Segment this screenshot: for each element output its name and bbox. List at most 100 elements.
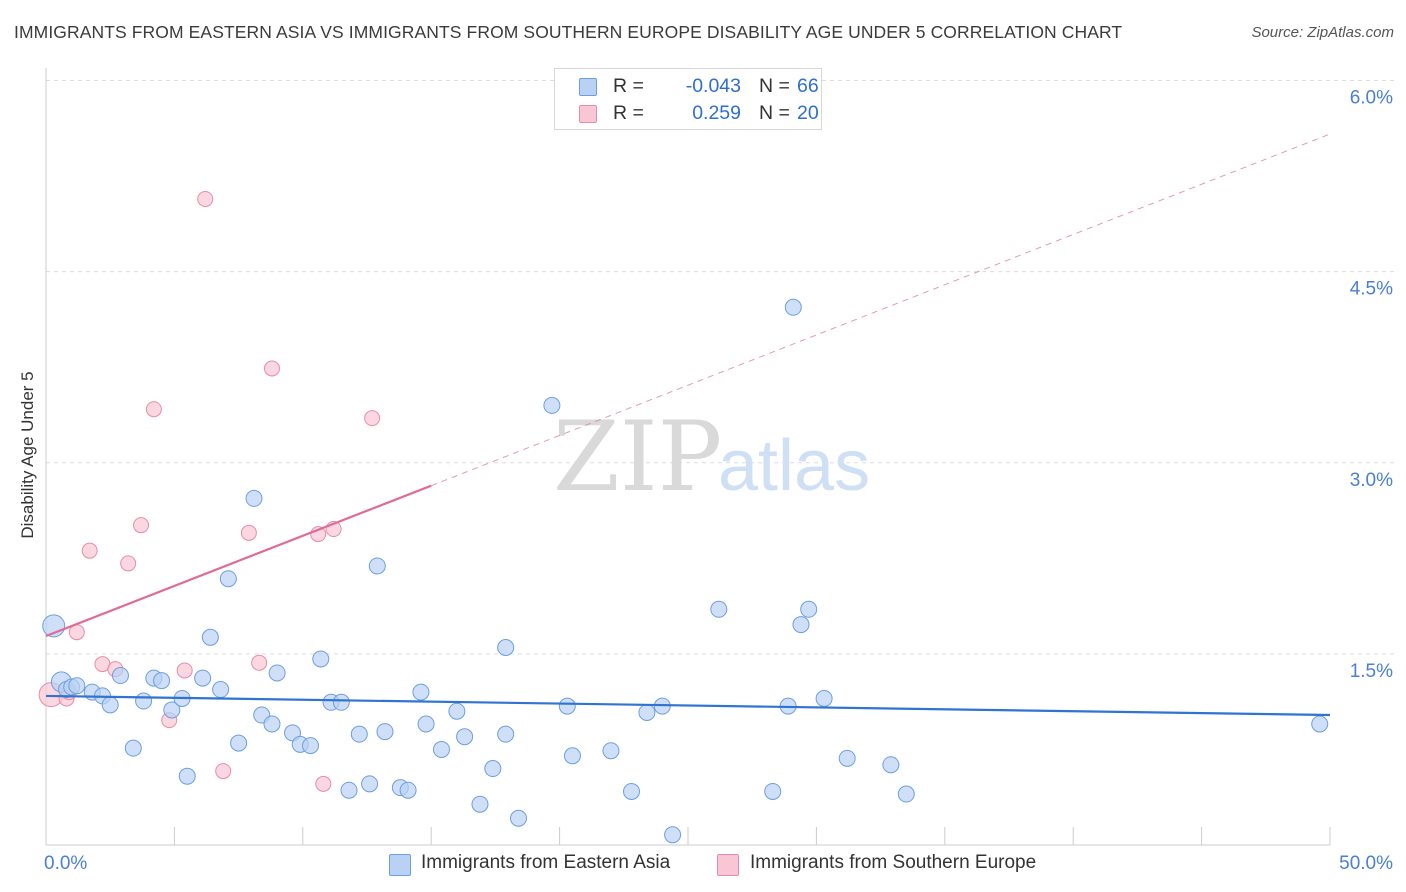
data-point-eastern-asia <box>623 782 641 800</box>
data-point-eastern-asia <box>432 740 450 758</box>
data-point-eastern-asia <box>376 723 394 741</box>
data-point-southern-europe <box>240 524 257 541</box>
data-point-eastern-asia <box>153 672 171 690</box>
data-point-eastern-asia <box>417 715 435 733</box>
watermark-atlas: atlas <box>718 426 870 506</box>
data-point-eastern-asia <box>178 767 196 785</box>
data-point-eastern-asia <box>340 781 358 799</box>
data-point-eastern-asia <box>792 616 810 634</box>
data-point-eastern-asia <box>543 396 561 414</box>
y-tick-label: 3.0% <box>1350 470 1393 491</box>
legend-swatch-pink <box>579 105 597 123</box>
watermark: ZIP atlas <box>553 401 870 513</box>
y-tick-label: 1.5% <box>1350 661 1393 682</box>
data-point-eastern-asia <box>124 739 142 757</box>
y-tick-label: 4.5% <box>1350 279 1393 300</box>
data-point-eastern-asia <box>263 715 281 733</box>
legend-r-label: R = <box>613 75 644 97</box>
data-point-eastern-asia <box>784 298 802 316</box>
data-point-eastern-asia <box>68 677 86 695</box>
legend-r-value: -0.043 <box>685 75 741 97</box>
trend-line-southern-europe <box>45 484 432 638</box>
data-point-eastern-asia <box>412 683 430 701</box>
trend-lines <box>45 133 1331 717</box>
data-point-eastern-asia <box>111 667 129 685</box>
legend-label-southern-europe: Immigrants from Southern Europe <box>750 852 1037 873</box>
data-point-eastern-asia <box>558 697 576 715</box>
data-point-eastern-asia <box>815 689 833 707</box>
data-point-eastern-asia <box>312 650 330 668</box>
data-point-southern-europe <box>197 190 214 207</box>
data-point-eastern-asia <box>135 692 153 710</box>
data-point-southern-europe <box>145 401 162 418</box>
legend-swatch-blue <box>579 78 597 96</box>
data-point-southern-europe <box>251 654 268 671</box>
data-point-southern-europe <box>120 555 137 572</box>
data-point-southern-europe <box>133 517 150 534</box>
data-point-eastern-asia <box>361 775 379 793</box>
legend-swatch-southern-europe <box>717 854 739 876</box>
legend-n-label: N = <box>759 75 790 97</box>
legend-r-label: R = <box>613 102 644 124</box>
trend-line-eastern-asia <box>45 694 1331 717</box>
legend-n-label: N = <box>759 102 790 124</box>
data-point-eastern-asia <box>332 693 350 711</box>
data-point-eastern-asia <box>230 734 248 752</box>
data-point-eastern-asia <box>838 749 856 767</box>
data-point-eastern-asia <box>510 809 528 827</box>
data-point-eastern-asia <box>219 570 237 588</box>
data-point-eastern-asia <box>456 728 474 746</box>
data-point-eastern-asia <box>800 600 818 618</box>
y-axis-title: Disability Age Under 5 <box>18 371 37 538</box>
data-point-southern-europe <box>215 763 232 780</box>
data-point-eastern-asia <box>194 669 212 687</box>
data-point-eastern-asia <box>245 489 263 507</box>
legend-label-eastern-asia: Immigrants from Eastern Asia <box>421 852 671 873</box>
data-point-eastern-asia <box>448 702 466 720</box>
data-point-eastern-asia <box>497 639 515 657</box>
data-point-eastern-asia <box>201 628 219 646</box>
data-point-eastern-asia <box>350 725 368 743</box>
data-point-eastern-asia <box>638 703 656 721</box>
x-tick-label: 0.0% <box>44 853 87 874</box>
data-point-eastern-asia <box>399 781 417 799</box>
data-point-eastern-asia <box>897 785 915 803</box>
data-point-eastern-asia <box>563 747 581 765</box>
legend-n-value: 20 <box>797 102 819 124</box>
data-point-eastern-asia <box>101 696 119 714</box>
data-point-eastern-asia <box>268 664 286 682</box>
legend-n-value: 66 <box>797 75 819 97</box>
data-point-eastern-asia <box>368 557 386 575</box>
legend-swatch-eastern-asia <box>389 854 411 876</box>
series-eastern-asia-points <box>42 298 1329 844</box>
data-point-southern-europe <box>315 775 332 792</box>
legend-r-value: 0.259 <box>692 102 741 124</box>
chart-title: IMMIGRANTS FROM EASTERN ASIA VS IMMIGRAN… <box>14 22 1123 42</box>
data-point-southern-europe <box>176 662 193 679</box>
axes <box>45 68 1331 846</box>
data-point-eastern-asia <box>212 681 230 699</box>
data-point-eastern-asia <box>1311 715 1329 733</box>
data-point-eastern-asia <box>497 725 515 743</box>
data-point-eastern-asia <box>602 742 620 760</box>
series-legend: Immigrants from Eastern Asia Immigrants … <box>0 850 1406 880</box>
correlation-legend: R = -0.043 N = 66 R = 0.259 N = 20 <box>554 68 822 130</box>
data-point-southern-europe <box>364 410 381 427</box>
trend-line-southern-europe-projection <box>431 133 1331 487</box>
data-point-southern-europe <box>263 360 280 377</box>
data-point-eastern-asia <box>882 756 900 774</box>
tick-labels: 1.5% 3.0% 4.5% 6.0% 0.0% 50.0% <box>44 88 1393 875</box>
data-point-eastern-asia <box>302 737 320 755</box>
x-tick-label: 50.0% <box>1339 853 1393 874</box>
data-point-eastern-asia <box>664 826 682 844</box>
data-point-eastern-asia <box>484 760 502 778</box>
data-point-eastern-asia <box>710 600 728 618</box>
data-point-eastern-asia <box>764 782 782 800</box>
source-label: Source: ZipAtlas.com <box>1251 24 1394 41</box>
grid-lines <box>46 80 1395 655</box>
data-point-eastern-asia <box>471 795 489 813</box>
y-tick-label: 6.0% <box>1350 88 1393 109</box>
data-point-southern-europe <box>81 542 98 559</box>
data-point-eastern-asia <box>163 701 181 719</box>
